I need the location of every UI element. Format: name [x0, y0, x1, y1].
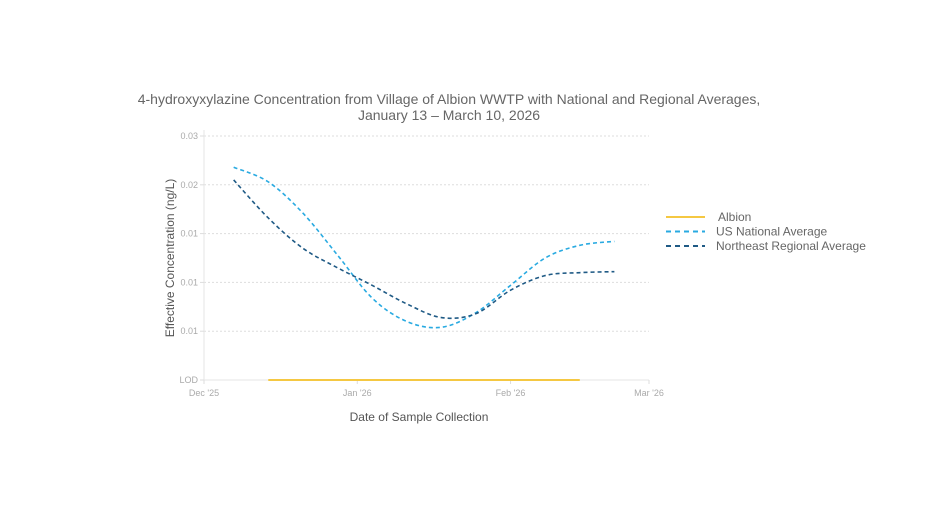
x-axis-label: Date of Sample Collection [350, 410, 489, 424]
y-tick-label: 0.01 [180, 277, 198, 287]
legend-label-albion: Albion [718, 210, 751, 224]
y-tick-label: LOD [179, 375, 198, 385]
legend-label-northeast-regional-average: Northeast Regional Average [716, 239, 866, 253]
x-tick-label: Mar '26 [634, 388, 664, 398]
y-tick-label: 0.01 [180, 326, 198, 336]
chart-subtitle: January 13 – March 10, 2026 [358, 107, 540, 123]
chart-title: 4-hydroxyxylazine Concentration from Vil… [138, 91, 761, 107]
legend-label-us-national-average: US National Average [716, 225, 828, 239]
x-tick-label: Dec '25 [189, 388, 219, 398]
y-tick-label: 0.03 [180, 131, 198, 141]
series-line-us-national-average [233, 166, 615, 329]
y-axis-label: Effective Concentration (ng/L) [163, 179, 177, 338]
series-line-northeast-regional-average [233, 179, 615, 320]
y-tick-label: 0.02 [180, 180, 198, 190]
x-tick-label: Feb '26 [496, 388, 526, 398]
y-tick-label: 0.01 [180, 229, 198, 239]
x-tick-label: Jan '26 [343, 388, 372, 398]
